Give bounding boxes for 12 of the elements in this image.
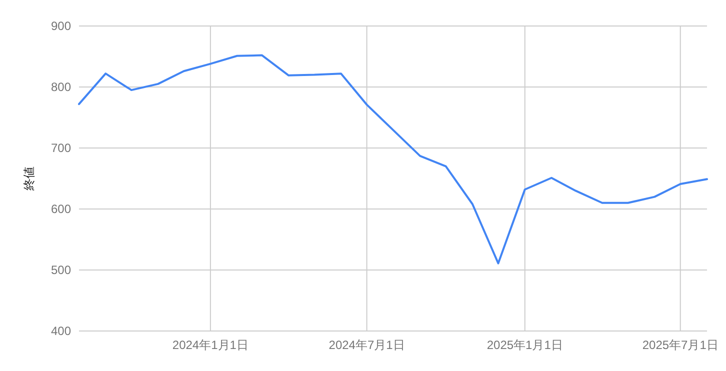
x-tick-label: 2024年1月1日 [172,338,248,352]
y-tick-label: 900 [50,19,72,33]
y-tick-label: 400 [50,324,72,338]
y-axis-title: 終値 [22,166,36,192]
x-tick-label: 2025年7月1日 [642,338,718,352]
y-tick-label: 700 [50,141,72,155]
y-tick-label: 600 [50,202,72,216]
x-tick-label: 2025年1月1日 [486,338,563,352]
line-series [78,54,708,264]
x-tick-label: 2024年7月1日 [328,338,405,352]
y-tick-label: 500 [50,263,72,277]
y-tick-label: 800 [50,80,72,94]
